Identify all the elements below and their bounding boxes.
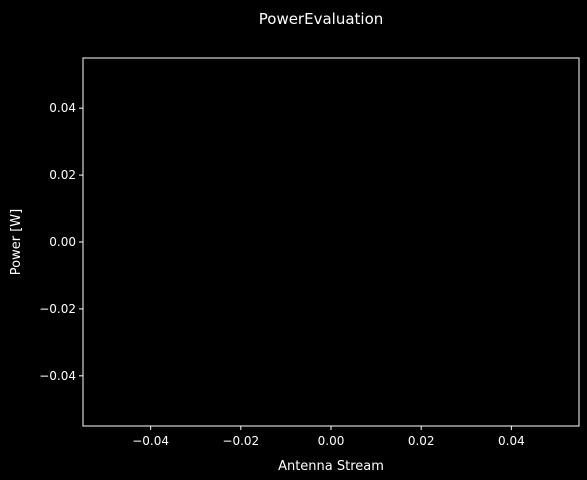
y-tick-label: −0.02 — [39, 302, 76, 316]
x-axis: −0.04 −0.02 0.00 0.02 0.04 — [132, 426, 525, 448]
x-tick-label: −0.02 — [222, 434, 259, 448]
y-tick-label: 0.00 — [49, 235, 76, 249]
x-tick-label: 0.00 — [318, 434, 345, 448]
y-tick-label: 0.02 — [49, 168, 76, 182]
x-tick-label: 0.04 — [498, 434, 525, 448]
x-axis-label: Antenna Stream — [278, 459, 384, 474]
y-tick-label: 0.04 — [49, 101, 76, 115]
y-axis: −0.04 −0.02 0.00 0.02 0.04 — [39, 101, 83, 383]
y-tick-label: −0.04 — [39, 369, 76, 383]
x-tick-label: 0.02 — [408, 434, 435, 448]
y-axis-label: Power [W] — [9, 209, 24, 275]
plot-area-frame — [82, 57, 580, 427]
chart-title: PowerEvaluation — [259, 10, 384, 28]
x-tick-label: −0.04 — [132, 434, 169, 448]
